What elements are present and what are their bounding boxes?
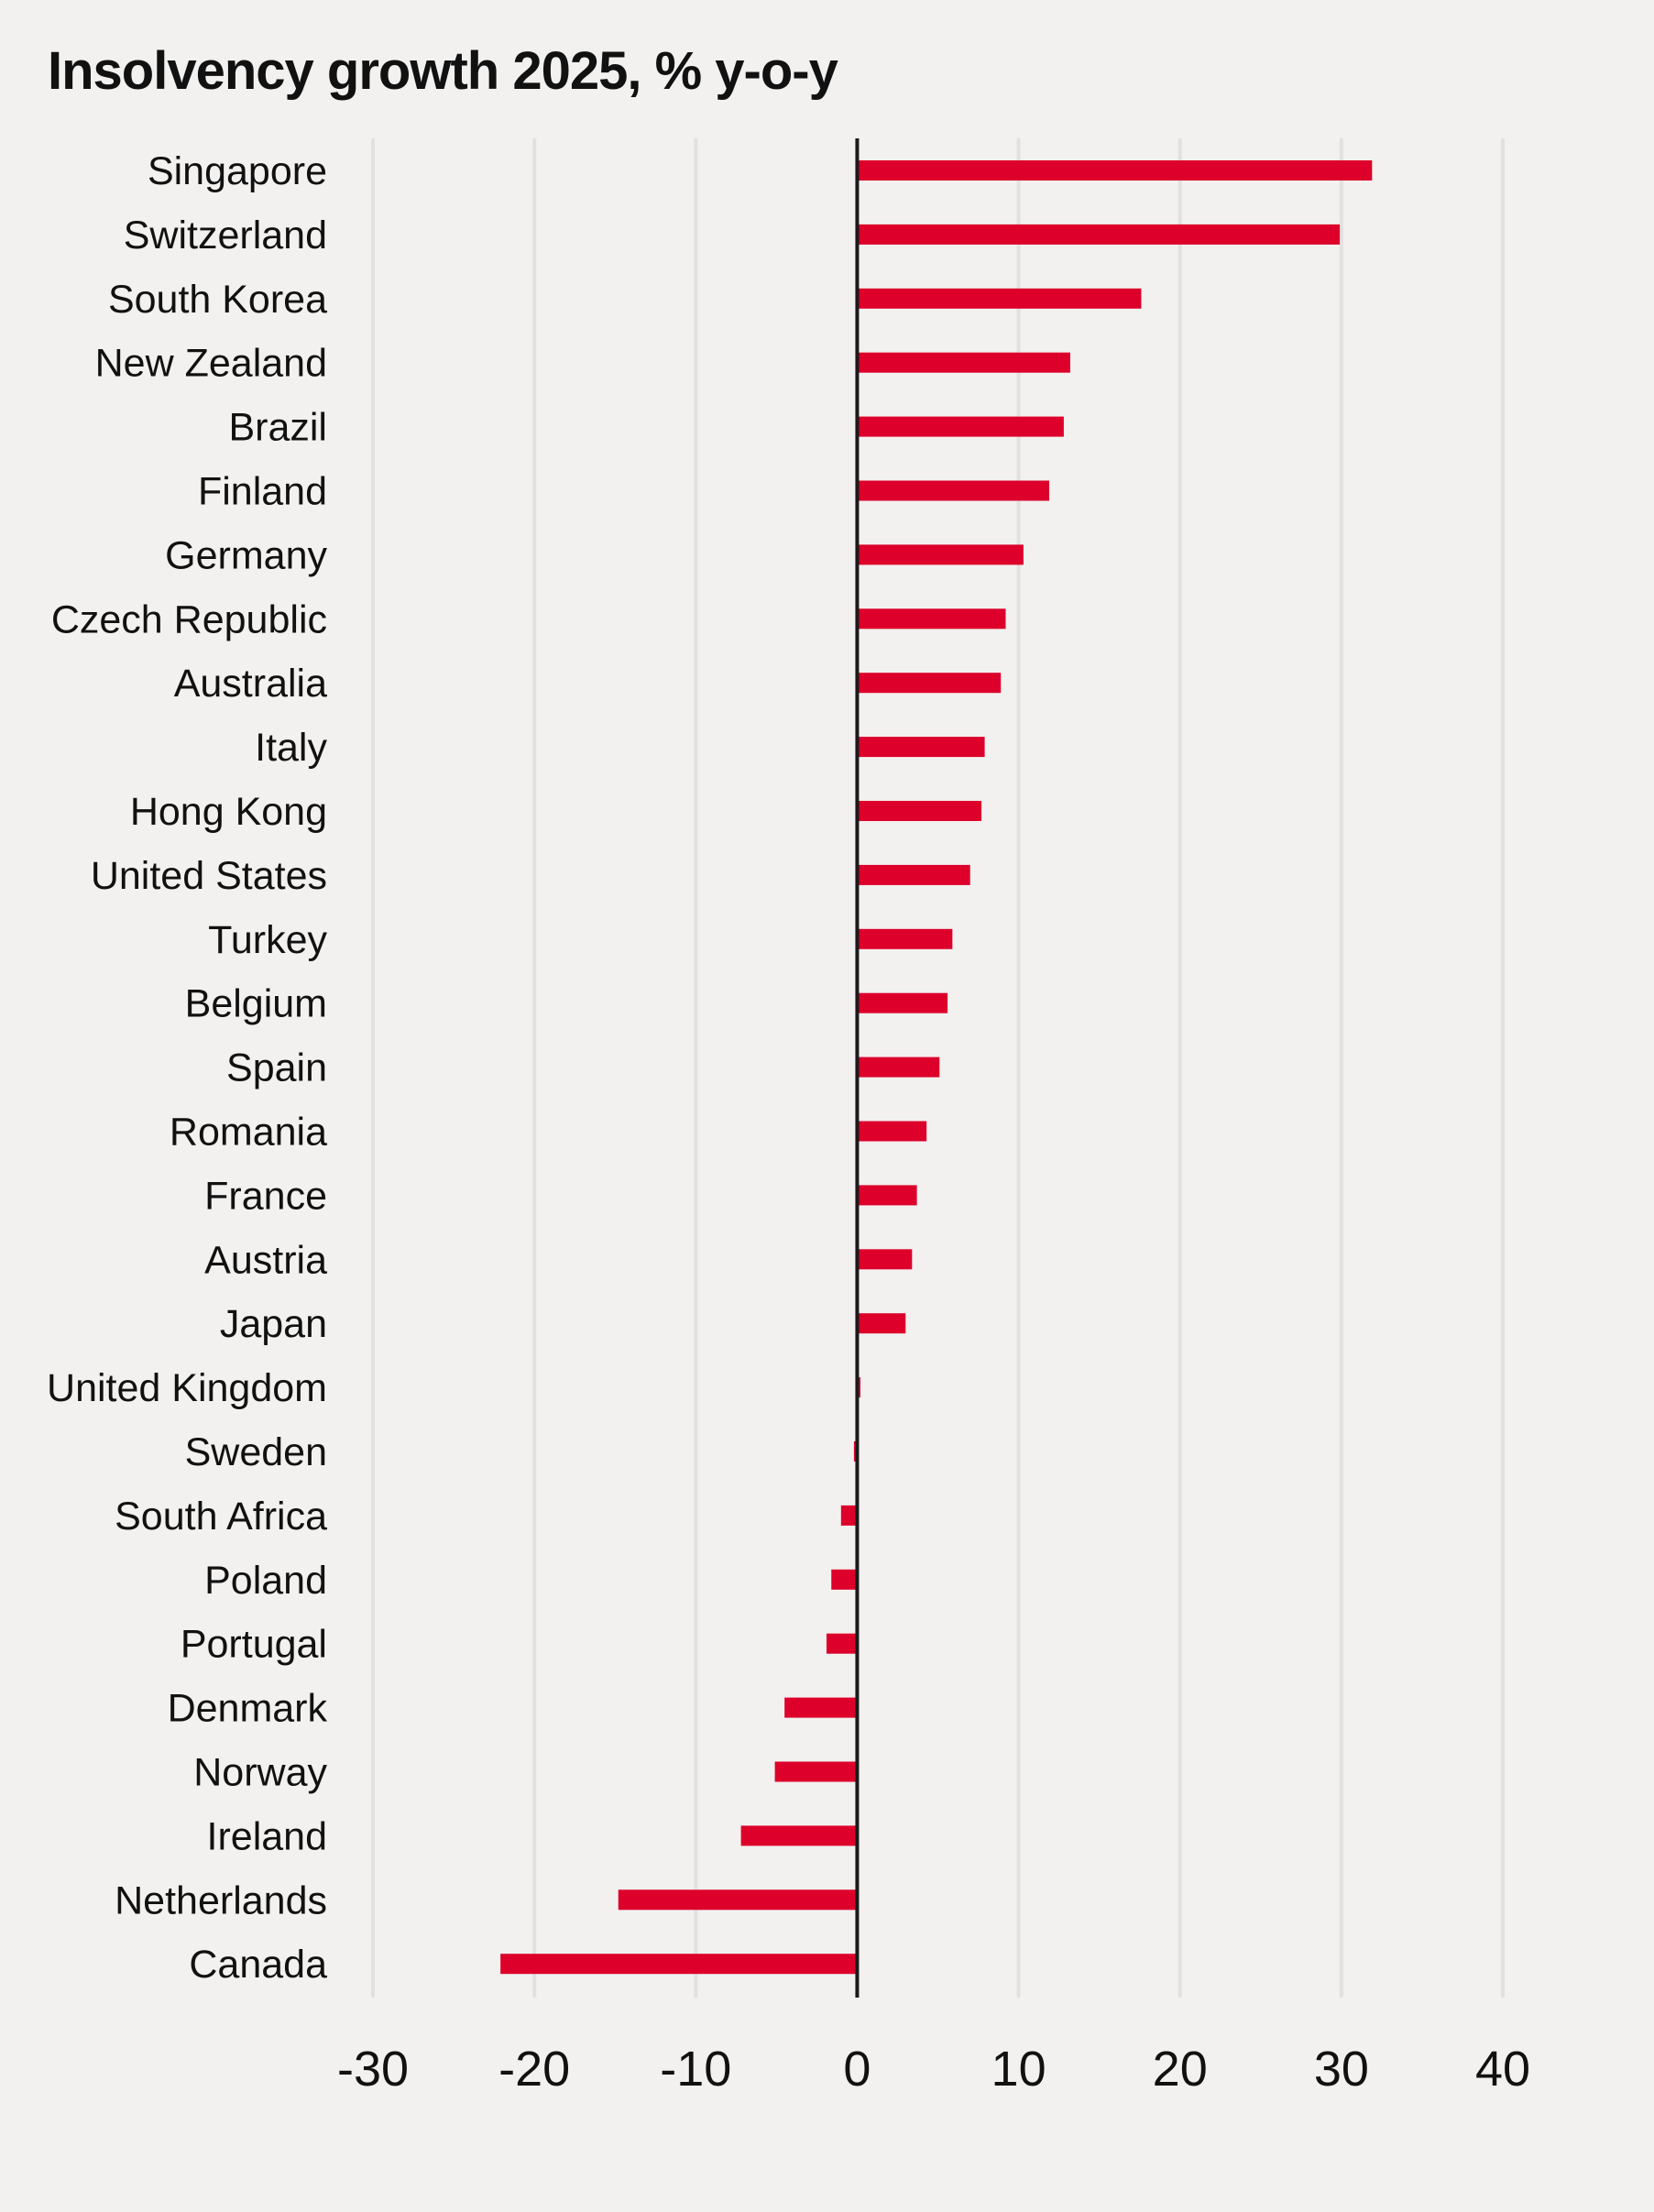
category-label: Portugal — [181, 1623, 327, 1667]
x-tick-label: -30 — [337, 2042, 409, 2097]
bar-italy — [857, 737, 985, 758]
x-tick-label: 10 — [991, 2042, 1046, 2097]
bar-netherlands — [618, 1889, 858, 1911]
category-label: South Korea — [108, 278, 327, 322]
category-label: Brazil — [228, 406, 327, 450]
bar-poland — [831, 1569, 858, 1590]
bar-portugal — [826, 1633, 858, 1654]
bar-south-korea — [857, 288, 1142, 309]
bar-canada — [500, 1954, 858, 1975]
category-label: Australia — [174, 662, 327, 706]
category-label: Czech Republic — [51, 597, 327, 641]
bar-switzerland — [857, 224, 1341, 245]
bar-spain — [857, 1057, 940, 1078]
bar-norway — [774, 1761, 858, 1782]
category-label: Ireland — [207, 1814, 327, 1858]
x-tick-label: -10 — [660, 2042, 731, 2097]
category-label: Romania — [170, 1111, 327, 1155]
category-label: Switzerland — [124, 214, 327, 257]
x-tick-label: -20 — [498, 2042, 570, 2097]
category-label: Finland — [198, 470, 327, 514]
bar-austria — [857, 1249, 913, 1270]
bar-new-zealand — [857, 352, 1070, 373]
x-tick-label: 0 — [843, 2042, 871, 2097]
category-label: Netherlands — [115, 1878, 327, 1922]
category-label: Singapore — [148, 149, 327, 193]
category-label: Hong Kong — [130, 790, 327, 834]
bar-hong-kong — [857, 801, 982, 821]
bar-singapore — [857, 160, 1373, 181]
category-label: Japan — [220, 1302, 327, 1346]
bar-turkey — [857, 928, 953, 949]
bar-france — [857, 1185, 917, 1206]
bar-ireland — [740, 1825, 858, 1846]
bar-belgium — [857, 992, 948, 1013]
x-tick-label: 40 — [1475, 2042, 1530, 2097]
category-label: New Zealand — [95, 342, 327, 386]
category-label: Germany — [165, 533, 327, 577]
bar-united-states — [857, 864, 970, 885]
category-label: Sweden — [185, 1430, 327, 1474]
category-label: Denmark — [168, 1687, 328, 1731]
category-label: United States — [91, 854, 327, 898]
bar-australia — [857, 673, 1002, 694]
bar-brazil — [857, 416, 1064, 437]
bar-czech-republic — [857, 608, 1006, 630]
bar-south-africa — [840, 1505, 858, 1526]
category-label: Poland — [204, 1559, 327, 1603]
category-label: Turkey — [208, 918, 327, 962]
category-label: Norway — [193, 1751, 327, 1795]
category-label: United Kingdom — [47, 1366, 327, 1410]
category-label: France — [204, 1174, 327, 1218]
bar-romania — [857, 1121, 927, 1142]
category-label: South Africa — [115, 1495, 327, 1539]
x-tick-label: 20 — [1153, 2042, 1208, 2097]
category-label: Belgium — [185, 982, 327, 1026]
x-tick-label: 30 — [1314, 2042, 1369, 2097]
bar-finland — [857, 480, 1050, 501]
bar-japan — [857, 1313, 906, 1334]
category-label: Spain — [226, 1046, 327, 1090]
bar-germany — [857, 544, 1024, 565]
category-label: Italy — [255, 726, 327, 770]
category-label: Canada — [189, 1943, 327, 1987]
bar-denmark — [784, 1697, 858, 1718]
category-label: Austria — [204, 1238, 327, 1282]
chart-title: Insolvency growth 2025, % y-o-y — [48, 41, 838, 101]
